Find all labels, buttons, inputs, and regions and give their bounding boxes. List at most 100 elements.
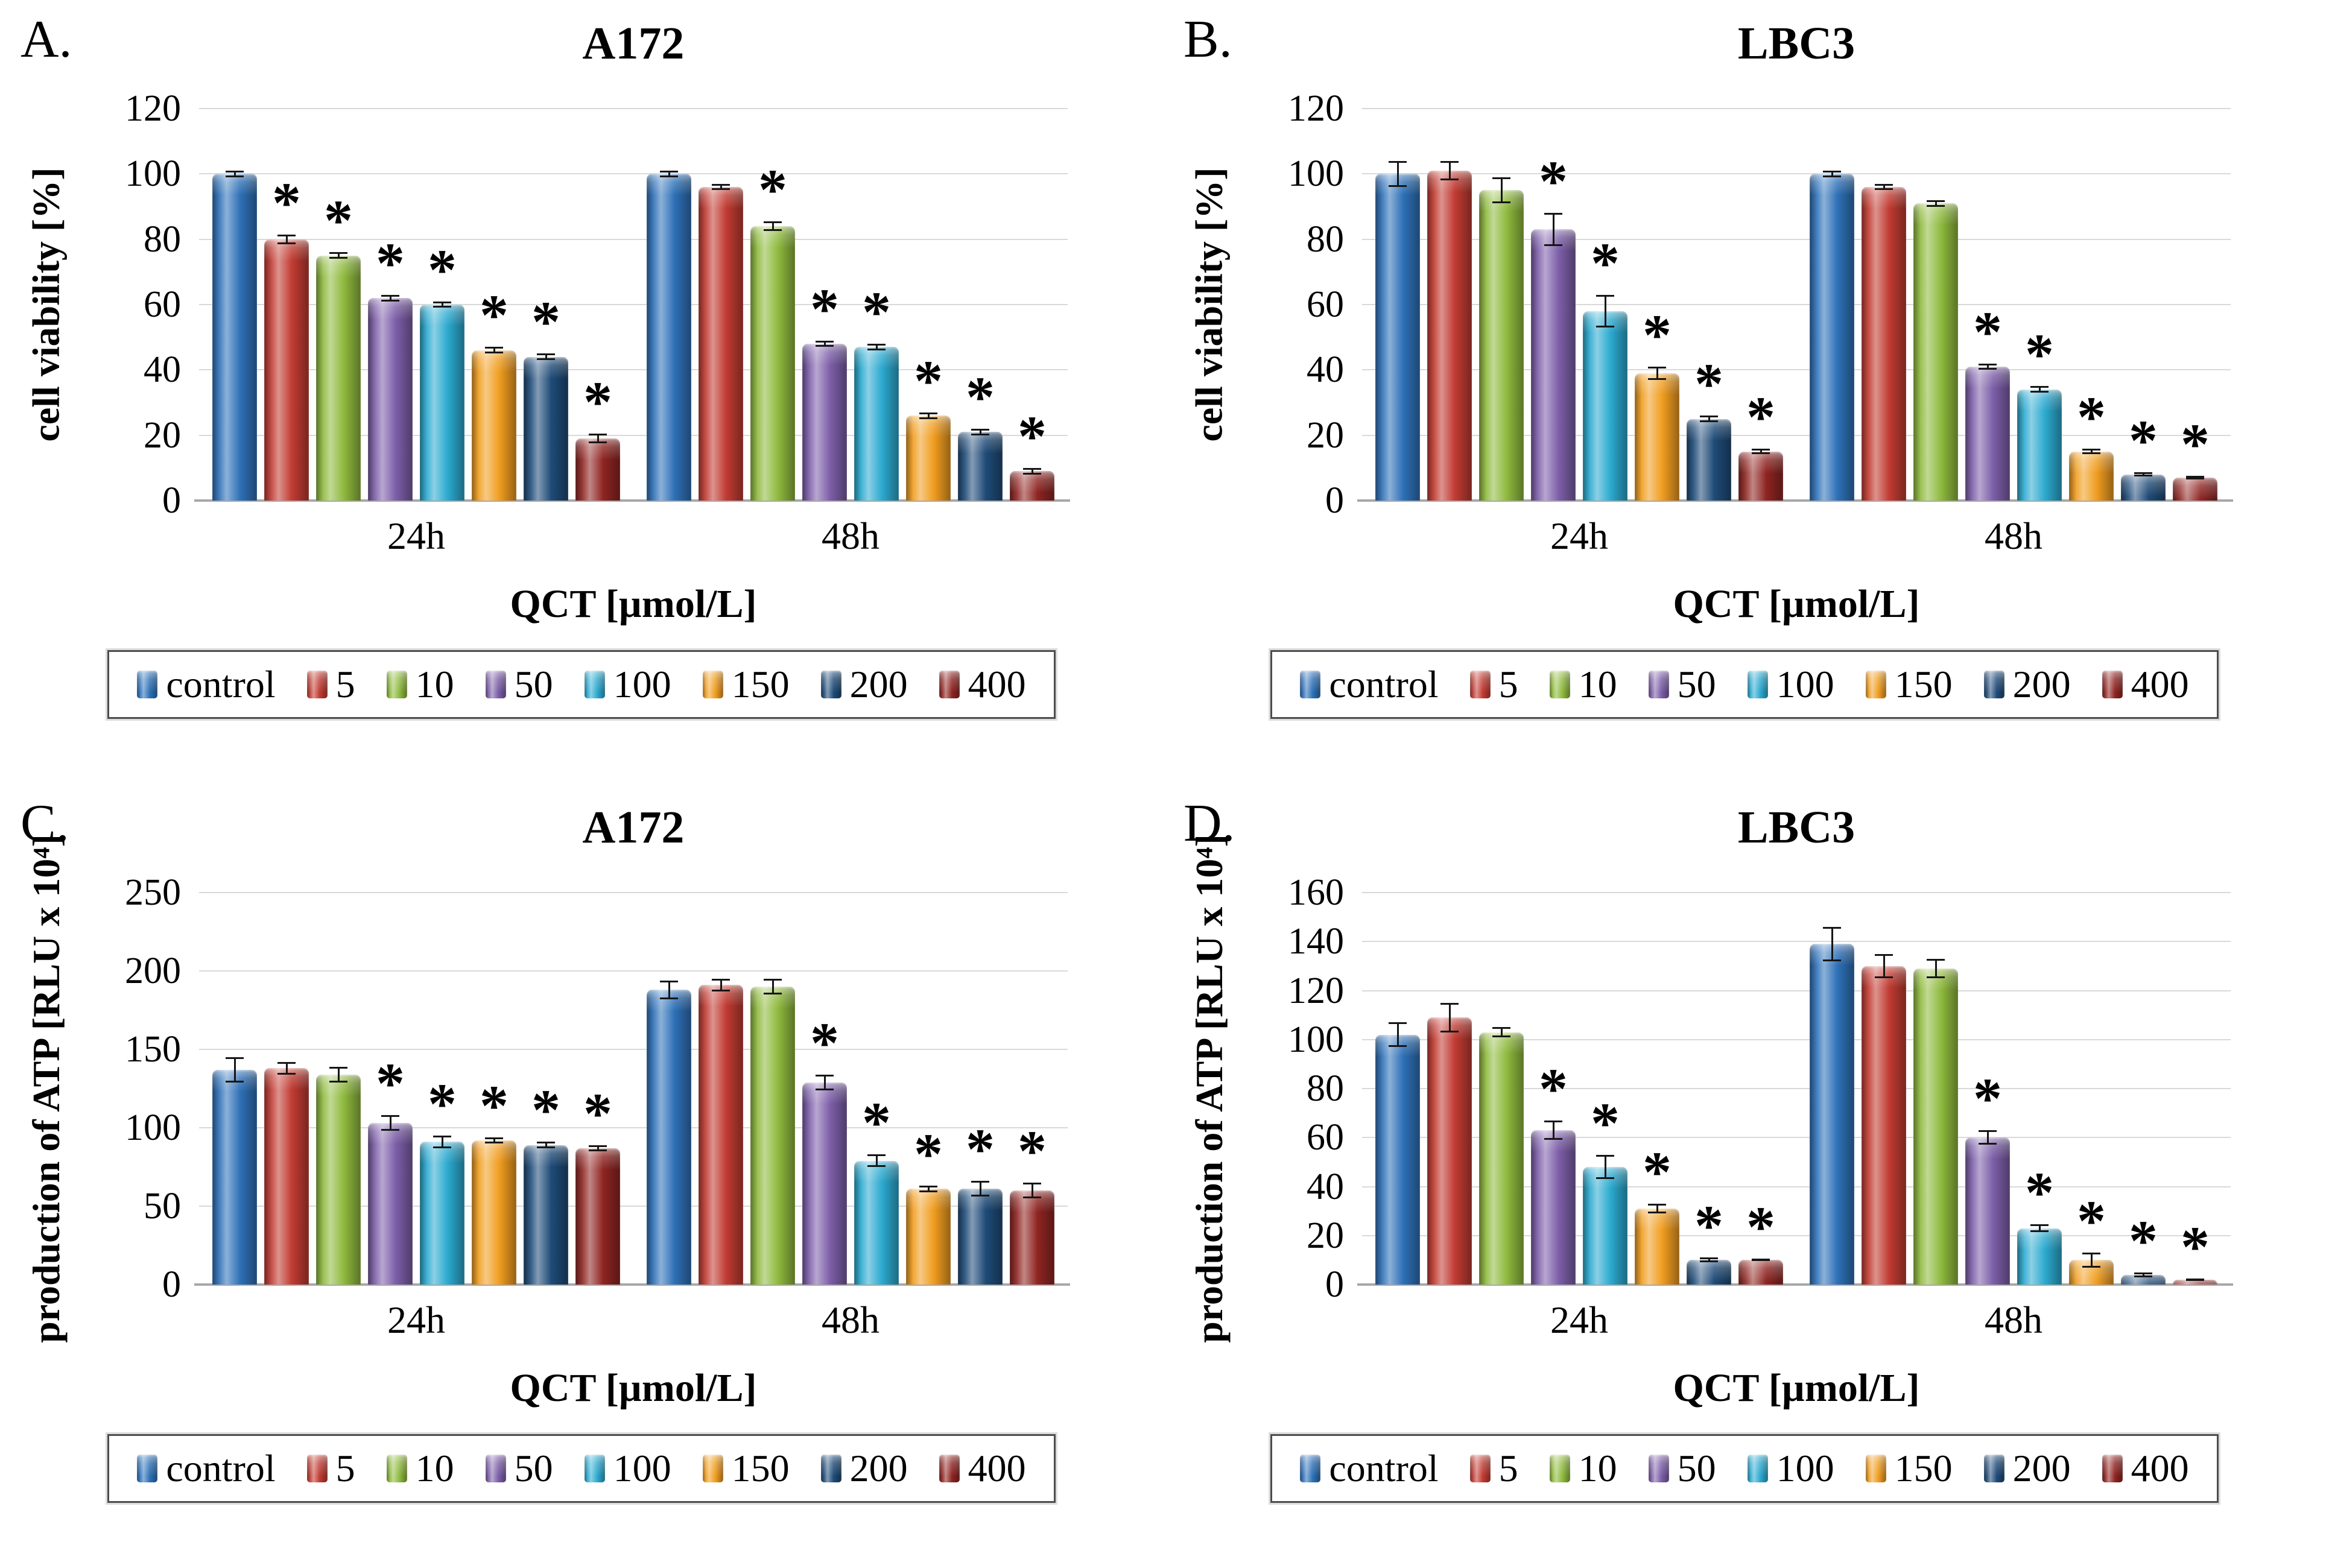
significance-asterisk: * <box>1746 1195 1775 1260</box>
gridline <box>1362 304 2231 305</box>
significance-asterisk: * <box>480 283 509 348</box>
legend-swatch <box>584 1455 605 1482</box>
legend-label: 200 <box>2012 663 2071 706</box>
x-category-labels: 24h 48h <box>199 514 1068 557</box>
bar-24h-100: * <box>420 241 464 501</box>
gridline <box>199 304 1068 305</box>
significance-asterisk: * <box>324 188 353 253</box>
legend-swatch <box>2102 1455 2123 1482</box>
y-tick-label: 80 <box>1307 1068 1344 1109</box>
gridline <box>1362 173 2231 175</box>
gridline <box>1362 892 2231 893</box>
bar-group-48h: * * * * * <box>1796 109 2231 501</box>
gridline <box>199 1049 1068 1050</box>
bar-24h-400: * <box>575 373 620 501</box>
legend-swatch <box>2102 671 2123 698</box>
legend-item-5: 5 <box>1469 1447 1518 1490</box>
bar-48h-50: * <box>802 280 847 501</box>
significance-asterisk: * <box>272 170 301 235</box>
chart-title: A172 <box>582 802 685 853</box>
significance-asterisk: * <box>428 1072 457 1137</box>
legend-item-control: control <box>137 663 276 706</box>
y-tick-label: 150 <box>125 1029 181 1070</box>
error-bar <box>226 170 244 177</box>
error-bar <box>485 1137 503 1144</box>
x-category-label: 24h <box>1550 514 1608 557</box>
legend-item-50: 50 <box>1648 663 1716 706</box>
bar-24h-10 <box>1479 177 1524 501</box>
error-bar <box>2030 386 2049 393</box>
legend-item-100: 100 <box>584 665 671 704</box>
error-bar <box>1596 294 1614 327</box>
error-bar <box>1389 160 1407 188</box>
x-category-label: 48h <box>822 1298 879 1341</box>
x-axis-title: QCT [µmol/L] <box>510 582 757 626</box>
significance-asterisk: * <box>2077 385 2106 450</box>
legend-label: 50 <box>1677 663 1716 706</box>
error-bar <box>1648 1203 1666 1214</box>
legend-label: 400 <box>968 663 1026 706</box>
bar-24h-400: * <box>1738 388 1783 501</box>
y-tick-label: 100 <box>125 1107 181 1148</box>
error-bar <box>381 294 399 302</box>
error-bar <box>1440 1002 1459 1032</box>
error-bar <box>1752 449 1770 455</box>
legend-swatch <box>820 1455 841 1482</box>
legend-swatch <box>386 1455 407 1482</box>
x-axis-line <box>1357 1283 2233 1286</box>
error-bar <box>381 1115 399 1131</box>
legend-label: 100 <box>1776 1447 1834 1490</box>
legend-label: control <box>166 663 276 706</box>
significance-asterisk: * <box>810 276 839 341</box>
gridline <box>1362 1186 2231 1187</box>
legend-item-400: 400 <box>939 665 1026 704</box>
legend-label: 10 <box>415 1447 454 1490</box>
bar-48h-200: * <box>958 368 1003 501</box>
bar-48h-400: * <box>1010 407 1054 501</box>
legend-swatch <box>702 1455 723 1482</box>
legend-label: 400 <box>2131 1447 2189 1490</box>
legend-swatch <box>1300 671 1321 698</box>
bar-48h-10: * <box>750 160 795 501</box>
legend-swatch <box>306 671 328 698</box>
significance-asterisk: * <box>1973 299 2002 364</box>
gridline <box>199 173 1068 175</box>
gridline <box>199 1206 1068 1207</box>
bar-24h-100: * <box>1583 234 1627 501</box>
chart-title: LBC3 <box>1737 18 1855 69</box>
y-tick-label: 80 <box>1307 218 1344 260</box>
y-tick-label: 0 <box>162 1264 181 1305</box>
error-bar <box>329 252 347 259</box>
x-axis-line <box>194 499 1070 502</box>
significance-asterisk: * <box>1694 352 1723 417</box>
legend-swatch <box>1549 671 1570 698</box>
bar-48h-200: * <box>2121 412 2166 501</box>
bar-24h-control <box>1375 160 1420 501</box>
plot-area: * * * * * * * * * * * * * <box>194 108 1070 502</box>
legend-swatch <box>1983 671 2004 698</box>
significance-asterisk: * <box>531 1078 560 1143</box>
error-bar <box>1023 467 1041 475</box>
y-tick-label: 20 <box>1307 1215 1344 1256</box>
error-bar <box>433 301 451 308</box>
bar-24h-100: * <box>420 1075 464 1285</box>
significance-asterisk: * <box>914 348 943 413</box>
legend-item-10: 10 <box>1549 665 1617 704</box>
legend-label: 5 <box>1498 1447 1518 1490</box>
legend-swatch <box>137 671 158 698</box>
y-tick-label: 60 <box>144 284 181 325</box>
bar-48h-100: * <box>854 283 899 501</box>
plot-area: * * * * * * * * * * <box>1357 108 2233 502</box>
error-bar <box>485 347 503 354</box>
bar-24h-10 <box>316 1066 361 1285</box>
bar-24h-5 <box>1427 1002 1472 1285</box>
bar-48h-100: * <box>854 1094 899 1285</box>
bar-24h-200: * <box>524 293 568 501</box>
significance-asterisk: * <box>1694 1193 1723 1259</box>
legend-item-100: 100 <box>1747 665 1834 704</box>
legend-label: 150 <box>731 663 790 706</box>
bar-48h-5 <box>1862 183 1906 501</box>
legend-swatch <box>306 1455 328 1482</box>
legend-swatch <box>1865 671 1886 698</box>
panel-a-a172-viability: A. A172 cell viability [%] 0 20 40 60 80 100 1… <box>0 0 1163 784</box>
